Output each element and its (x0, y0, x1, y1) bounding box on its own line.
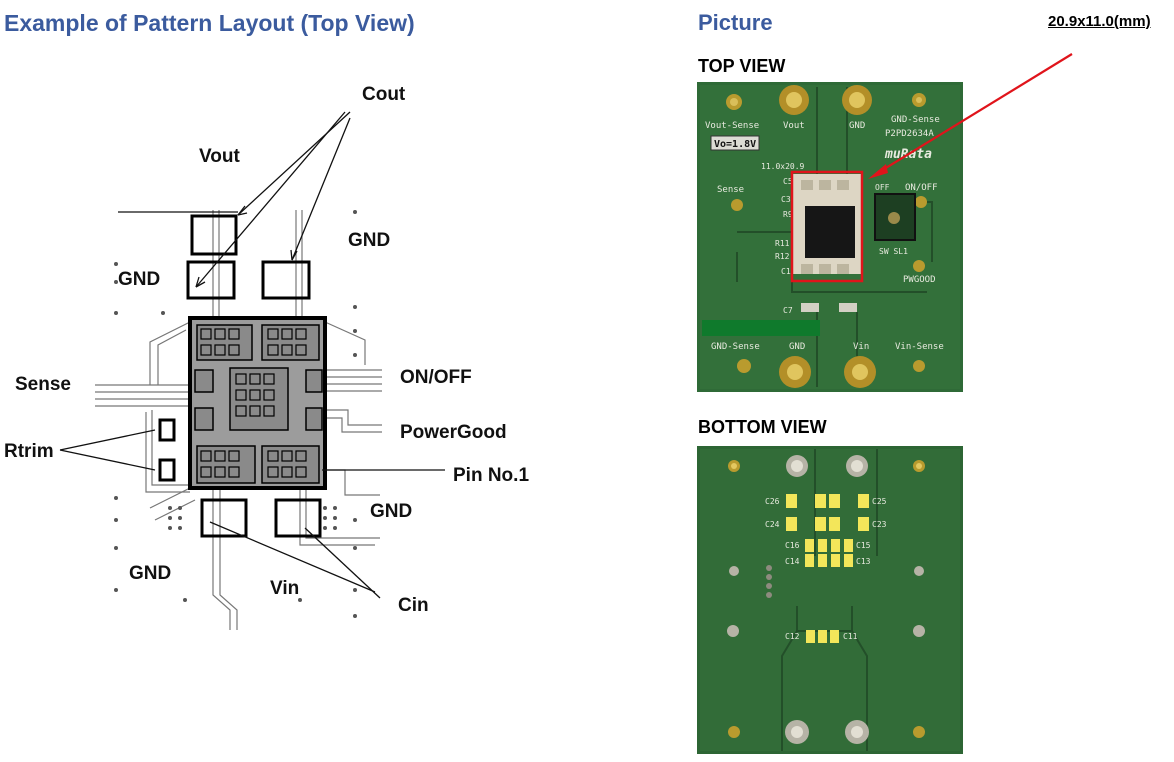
silk-c16: C16 (785, 541, 800, 550)
silk-gnd-b: GND (789, 342, 805, 352)
silk-c11: C11 (843, 632, 858, 641)
silk-r12: R12 (775, 252, 790, 261)
label-powergood: PowerGood (400, 422, 507, 443)
silk-vout-sense: Vout-Sense (705, 121, 759, 131)
layout-title: Example of Pattern Layout (Top View) (4, 10, 415, 36)
module-body (805, 206, 855, 258)
dimension-label: 20.9x11.0(mm) (1048, 13, 1151, 30)
callout-arrow (868, 53, 1073, 179)
leader-lines (59, 111, 445, 599)
callout-box (790, 170, 864, 283)
silk-sw1: SW SL1 (879, 247, 908, 256)
label-on-off: ON/OFF (400, 367, 472, 388)
label-rtrim: Rtrim (4, 441, 54, 462)
label-vin: Vin (270, 578, 300, 599)
label-sense: Sense (15, 374, 71, 395)
silk-c25: C25 (872, 497, 887, 506)
silk-c24: C24 (765, 520, 780, 529)
silk-gnd: GND (849, 121, 865, 131)
silk-c26: C26 (765, 497, 780, 506)
silk-r9: R9 (783, 210, 793, 219)
bottom-view-label: BOTTOM VIEW (698, 417, 827, 437)
vo-sticker (710, 135, 760, 151)
silk-gnd-sense-b: GND-Sense (711, 342, 760, 352)
trace-lines (95, 210, 382, 630)
label-gnd-bottom-left: GND (129, 563, 172, 584)
capacitor-pads-bottom (786, 494, 869, 643)
label-pin-no1: Pin No.1 (453, 465, 530, 486)
silk-c23: C23 (872, 520, 887, 529)
label-gnd-bottom-right: GND (370, 501, 413, 522)
silk-c15: C15 (856, 541, 871, 550)
silk-on-off: ON/OFF (905, 183, 938, 193)
silk-c5: C5 (783, 177, 793, 186)
silk-part: P2PD2634A (885, 129, 934, 139)
label-cout: Cout (362, 84, 406, 105)
rtrim-pad-bottom (158, 458, 176, 482)
silk-pwgood: PWGOOD (903, 275, 936, 285)
silk-c12: C12 (785, 632, 800, 641)
silk-c14: C14 (785, 557, 800, 566)
silk-vin: Vin (853, 342, 869, 352)
vo-label: Vo=1.8V (714, 139, 756, 150)
pattern-layout-diagram (59, 111, 445, 630)
capacitor-pads (186, 214, 322, 538)
silk-sense: Sense (717, 185, 744, 195)
bottom-view-board: C26 C25 C24 C23 C16 C15 C14 C13 C12 C11 (697, 446, 963, 754)
silk-c7: C7 (783, 306, 793, 315)
label-gnd-top-right: GND (348, 230, 391, 251)
silk-gnd-sense: GND-Sense (891, 115, 940, 125)
top-terminals (726, 85, 927, 388)
silk-off: OFF (875, 183, 890, 192)
label-vout: Vout (199, 146, 240, 167)
silk-c3: C3 (781, 195, 791, 204)
silk-vout: Vout (783, 121, 805, 131)
picture-title: Picture (698, 10, 773, 35)
top-view-board: Vout-Sense Vout GND GND-Sense P2PD2634A … (697, 82, 963, 392)
silk-c1: C1 (781, 267, 791, 276)
silk-c13: C13 (856, 557, 871, 566)
label-cin: Cin (398, 595, 429, 616)
green-strip (702, 320, 820, 336)
bottom-terminals (727, 455, 925, 744)
label-gnd-left: GND (118, 269, 161, 290)
silk-r11: R11 (775, 239, 790, 248)
silk-size: 11.0x20.9 (761, 162, 805, 171)
top-view-label: TOP VIEW (698, 56, 786, 76)
silk-vin-sense: Vin-Sense (895, 342, 944, 352)
via-dots (114, 210, 357, 618)
rtrim-pad-top (158, 418, 176, 442)
